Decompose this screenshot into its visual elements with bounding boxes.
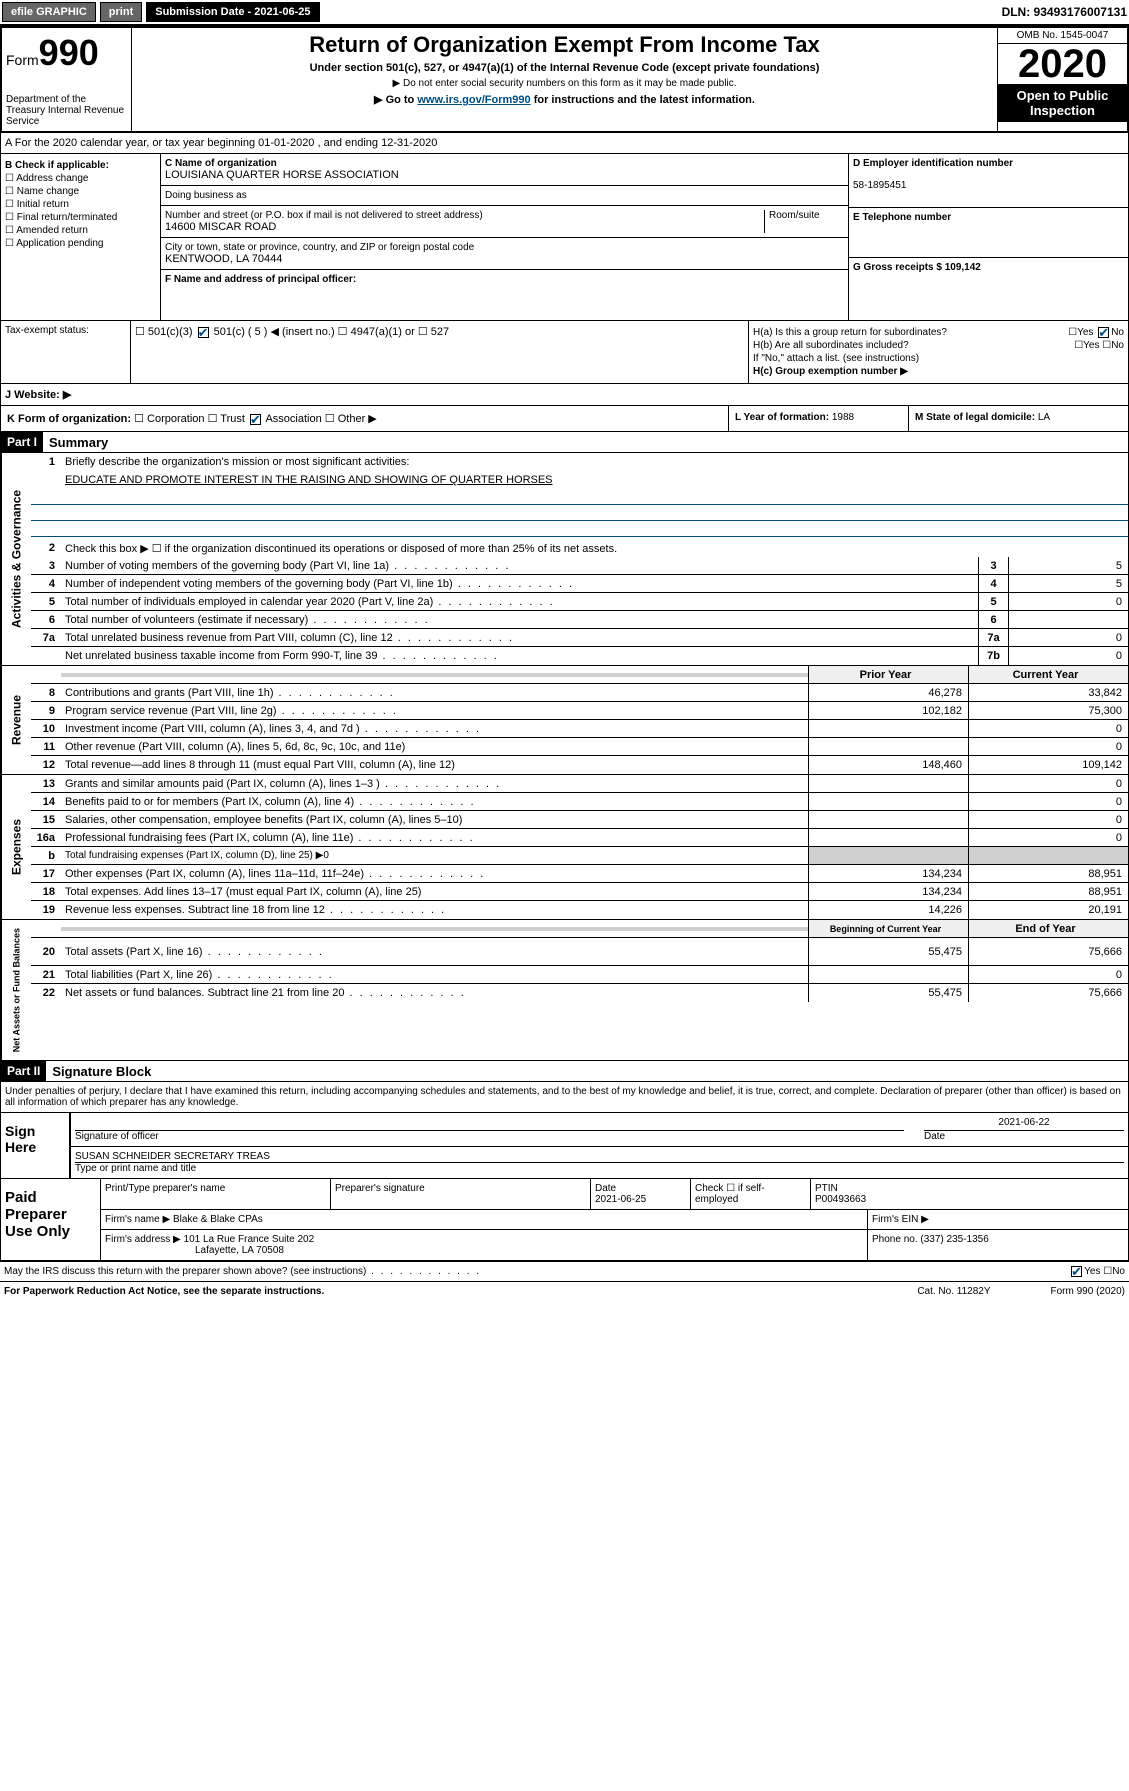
ptin-value: P00493663 xyxy=(815,1194,866,1205)
efile-button[interactable]: efile GRAPHIC xyxy=(2,2,96,22)
expenses-label: Expenses xyxy=(1,775,31,919)
form-number: Form990 xyxy=(6,32,127,74)
footer-row: For Paperwork Reduction Act Notice, see … xyxy=(0,1281,1129,1301)
check-column: B Check if applicable: ☐ Address change … xyxy=(1,154,161,320)
right-column: D Employer identification number 58-1895… xyxy=(848,154,1128,320)
dept-treasury: Department of the Treasury Internal Reve… xyxy=(6,94,127,127)
instructions-link: ▶ Go to www.irs.gov/Form990 for instruct… xyxy=(136,93,993,106)
section-a: B Check if applicable: ☐ Address change … xyxy=(0,154,1129,321)
discuss-row: May the IRS discuss this return with the… xyxy=(0,1261,1129,1281)
officer-name: SUSAN SCHNEIDER SECRETARY TREAS xyxy=(75,1151,1124,1163)
mission-text: EDUCATE AND PROMOTE INTEREST IN THE RAIS… xyxy=(61,472,1128,488)
website-row: J Website: ▶ xyxy=(0,384,1129,406)
print-button[interactable]: print xyxy=(100,2,142,22)
gross-receipts: 109,142 xyxy=(945,262,981,273)
governance-section: Activities & Governance 1Briefly describ… xyxy=(0,453,1129,666)
net-assets-section: Net Assets or Fund Balances Beginning of… xyxy=(0,920,1129,1061)
firm-name: Blake & Blake CPAs xyxy=(173,1214,263,1225)
top-bar: efile GRAPHIC print Submission Date - 20… xyxy=(0,0,1129,26)
revenue-label: Revenue xyxy=(1,666,31,774)
revenue-section: Revenue Prior YearCurrent Year 8Contribu… xyxy=(0,666,1129,775)
year-formation: 1988 xyxy=(832,412,854,423)
prep-date: 2021-06-25 xyxy=(595,1194,646,1205)
part1-header: Part I Summary xyxy=(0,432,1129,453)
form-header: Form990 Department of the Treasury Inter… xyxy=(0,26,1129,133)
state-domicile: LA xyxy=(1038,412,1050,423)
tax-year: 2020 xyxy=(998,44,1127,84)
open-public-badge: Open to Public Inspection xyxy=(998,84,1127,122)
signature-section: Under penalties of perjury, I declare th… xyxy=(0,1082,1129,1179)
name-column: C Name of organization LOUISIANA QUARTER… xyxy=(161,154,848,320)
governance-label: Activities & Governance xyxy=(1,453,31,665)
org-city: KENTWOOD, LA 70444 xyxy=(165,253,844,265)
expenses-section: Expenses 13Grants and similar amounts pa… xyxy=(0,775,1129,920)
firm-address: 101 La Rue France Suite 202 xyxy=(184,1234,315,1245)
paid-preparer-label: Paid Preparer Use Only xyxy=(1,1179,101,1260)
dln-number: DLN: 93493176007131 xyxy=(1002,5,1127,19)
exempt-section: Tax-exempt status: ☐ 501(c)(3) 501(c) ( … xyxy=(0,321,1129,384)
form-subtitle: Under section 501(c), 527, or 4947(a)(1)… xyxy=(136,62,993,74)
period-row: A For the 2020 calendar year, or tax yea… xyxy=(0,133,1129,154)
irs-link[interactable]: www.irs.gov/Form990 xyxy=(417,94,530,106)
form-title: Return of Organization Exempt From Incom… xyxy=(136,32,993,58)
form-footer: Form 990 (2020) xyxy=(1051,1286,1125,1297)
sign-here-label: Sign Here xyxy=(1,1113,71,1178)
sig-date: 2021-06-22 xyxy=(924,1117,1124,1131)
submission-date: Submission Date - 2021-06-25 xyxy=(146,2,319,22)
org-address: 14600 MISCAR ROAD xyxy=(165,221,764,233)
perjury-statement: Under penalties of perjury, I declare th… xyxy=(1,1082,1128,1113)
k-row: K Form of organization: ☐ Corporation ☐ … xyxy=(0,406,1129,432)
org-name: LOUISIANA QUARTER HORSE ASSOCIATION xyxy=(165,169,844,181)
part2-header: Part II Signature Block xyxy=(0,1061,1129,1082)
ein-value: 58-1895451 xyxy=(853,180,906,191)
firm-phone: (337) 235-1356 xyxy=(920,1234,988,1245)
paid-preparer-section: Paid Preparer Use Only Print/Type prepar… xyxy=(0,1179,1129,1261)
ssn-note: ▶ Do not enter social security numbers o… xyxy=(136,78,993,89)
net-assets-label: Net Assets or Fund Balances xyxy=(1,920,31,1060)
